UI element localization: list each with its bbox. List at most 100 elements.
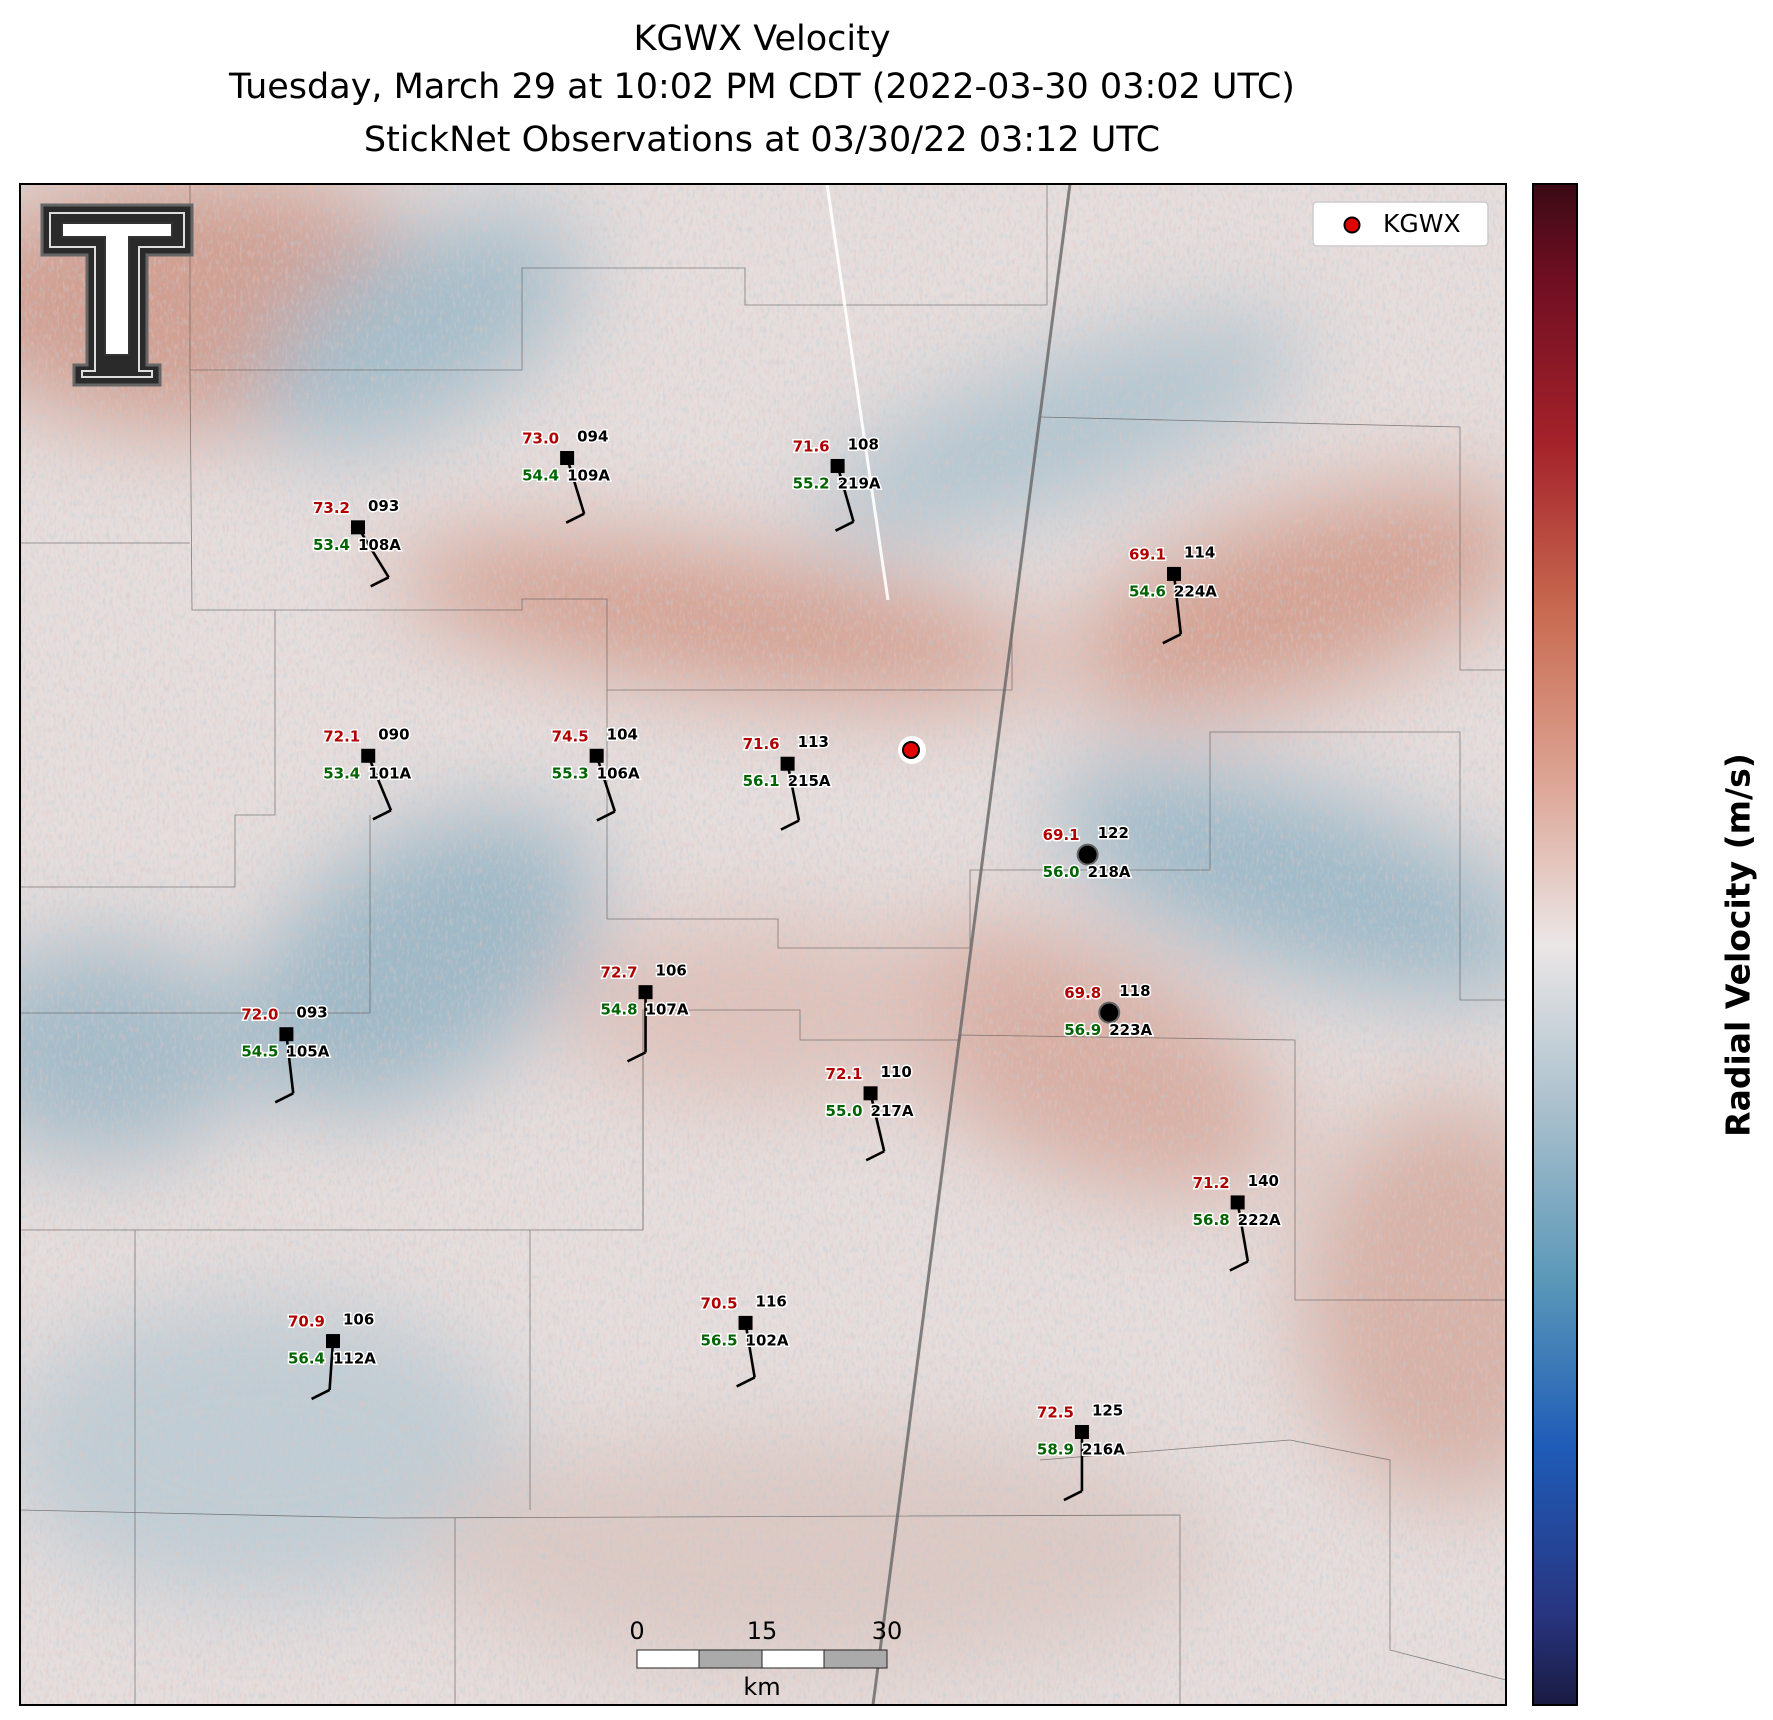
station-dewpoint: 54.5 <box>241 1043 278 1061</box>
wind-barb-flag <box>780 819 800 831</box>
station-plot: 74.5 104 55.3 106A <box>550 724 641 822</box>
station-plot: 71.2 140 56.8 222A <box>1191 1170 1282 1272</box>
station-dewpoint: 55.0 <box>826 1102 863 1120</box>
station-marker <box>1076 843 1099 866</box>
station-dewpoint: 55.3 <box>552 764 589 782</box>
wind-barb-flag <box>865 1150 885 1162</box>
station-temp: 69.8 <box>1064 984 1101 1002</box>
station-plot: 69.1 114 54.6 224A <box>1127 542 1219 645</box>
station-number: 093 <box>368 497 399 515</box>
station-marker <box>350 520 365 535</box>
station-dewpoint: 53.4 <box>323 764 360 782</box>
station-temp: 71.6 <box>743 735 780 753</box>
wind-barb-staff <box>595 755 617 812</box>
title-line: StickNet Observations at 03/30/22 03:12 … <box>364 120 1160 160</box>
station-marker <box>1230 1195 1245 1210</box>
station-plot: 70.9 106 56.4 112A <box>286 1309 378 1401</box>
station-number: 090 <box>378 725 409 743</box>
station-temp: 72.1 <box>826 1065 863 1083</box>
station-number: 114 <box>1184 543 1215 561</box>
station-plot: 72.1 110 55.0 217A <box>824 1061 915 1162</box>
station-id: 109A <box>567 467 610 485</box>
legend-label: KGWX <box>1383 209 1461 238</box>
station-temp: 70.9 <box>288 1313 325 1331</box>
station-temp: 73.2 <box>313 499 350 517</box>
wind-barb-flag <box>736 1376 756 1388</box>
colorbar: Radial Velocity (m/s) <box>1532 183 1758 1706</box>
station-number: 113 <box>798 733 829 751</box>
station-marker <box>361 748 376 763</box>
wind-barb-flag <box>1063 1489 1083 1502</box>
station-dewpoint: 56.5 <box>701 1331 738 1349</box>
station-id: 102A <box>746 1331 789 1349</box>
wind-barb-flag <box>311 1388 331 1401</box>
station-temp: 73.0 <box>522 430 559 448</box>
title-line: Tuesday, March 29 at 10:02 PM CDT (2022-… <box>228 67 1295 107</box>
wind-barb-flag <box>834 520 855 532</box>
station-id: 107A <box>646 1001 689 1019</box>
colorbar-label: Radial Velocity (m/s) <box>1719 753 1758 1137</box>
station-dewpoint: 56.9 <box>1064 1021 1101 1039</box>
scale-bar: 0 15 30 km <box>629 1617 902 1701</box>
legend: KGWX <box>1312 201 1489 247</box>
wind-barb-staff <box>1236 1202 1250 1262</box>
station-marker <box>325 1334 340 1349</box>
station-dewpoint: 58.9 <box>1037 1440 1074 1458</box>
station-temp: 72.5 <box>1037 1403 1074 1421</box>
map-frame <box>19 183 1507 1706</box>
wind-barb-staff <box>744 1322 756 1378</box>
station-temp: 70.5 <box>701 1294 738 1312</box>
wind-barb-staff <box>565 457 586 515</box>
station-temp: 71.6 <box>793 437 830 455</box>
station-marker <box>560 451 575 466</box>
station-marker <box>863 1086 878 1101</box>
station-marker <box>830 458 845 473</box>
station-id: 216A <box>1082 1440 1125 1458</box>
station-plot: 72.0 093 54.5 105A <box>240 1002 331 1104</box>
station-marker <box>279 1027 294 1042</box>
station-number: 140 <box>1248 1172 1279 1190</box>
wind-barb-staff <box>869 1093 886 1152</box>
wind-barb-flag <box>372 809 392 821</box>
wind-barb-staff <box>356 526 390 579</box>
station-number: 125 <box>1092 1401 1123 1419</box>
scale-label: 15 <box>747 1617 778 1645</box>
station-dewpoint: 56.8 <box>1193 1211 1230 1229</box>
station-temp: 69.1 <box>1129 545 1166 563</box>
station-temp: 69.1 <box>1043 826 1080 844</box>
station-id: 223A <box>1109 1021 1152 1039</box>
wind-barb-flag <box>1229 1260 1249 1272</box>
wind-barb-flag <box>1162 633 1182 645</box>
station-marker <box>589 748 604 763</box>
wind-barb-staff <box>367 755 393 811</box>
ttu-logo <box>40 203 194 387</box>
station-id: 215A <box>788 772 831 790</box>
scale-label: 30 <box>872 1617 903 1645</box>
station-marker <box>738 1315 753 1330</box>
station-number: 094 <box>577 428 608 446</box>
wind-barb-staff <box>836 465 855 523</box>
wind-barb-staff <box>285 1034 295 1094</box>
station-temp: 71.2 <box>1193 1174 1230 1192</box>
station-marker <box>1098 1001 1121 1024</box>
station-marker <box>638 985 653 1000</box>
station-id: 112A <box>333 1350 376 1368</box>
station-number: 106 <box>656 962 687 980</box>
title-line: KGWX Velocity <box>633 19 890 59</box>
station-plot: 69.8 118 56.9 223A <box>1063 981 1154 1041</box>
station-number: 093 <box>296 1004 327 1022</box>
station-plots: 73.2 093 53.4 108A 73.0 094 54.4 109A 71.6 108 55.… <box>240 426 1282 1502</box>
station-plot: 69.1 122 56.0 218A <box>1041 823 1132 883</box>
station-plot: 72.7 106 54.8 107A <box>599 960 690 1063</box>
station-number: 104 <box>607 725 638 743</box>
station-plot: 70.5 116 56.5 102A <box>699 1291 790 1388</box>
station-id: 105A <box>286 1043 329 1061</box>
station-marker <box>1074 1424 1089 1439</box>
station-id: 101A <box>368 764 411 782</box>
station-plot: 71.6 108 55.2 219A <box>791 434 882 532</box>
station-temp: 72.0 <box>241 1006 278 1024</box>
station-plot: 72.1 090 53.4 101A <box>322 724 413 821</box>
wind-barb-flag <box>274 1092 294 1104</box>
scale-unit: km <box>743 1673 780 1701</box>
